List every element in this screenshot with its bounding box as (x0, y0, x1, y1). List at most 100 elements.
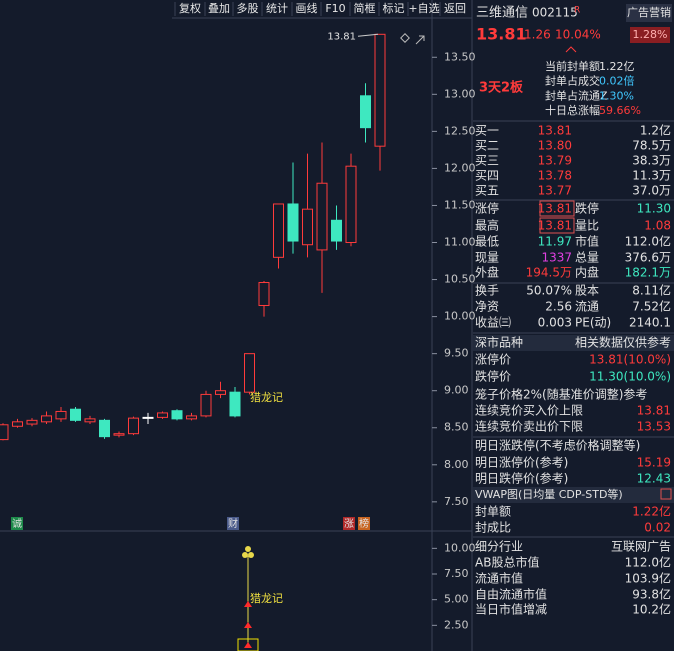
signal-box (237, 638, 259, 651)
stat-value: 8.11亿 (632, 283, 671, 298)
cage-label: 连续竞价卖出价下限 (475, 419, 583, 434)
cage-value: 13.81 (637, 404, 671, 418)
candle-body (142, 416, 154, 419)
industry-value: 103.9亿 (625, 571, 671, 586)
stat-label: 净资 (475, 300, 499, 314)
sector-badge[interactable] (626, 4, 672, 22)
toolbar-button[interactable]: 画线 (296, 1, 318, 15)
industry-label: 当日市值增减 (475, 602, 547, 617)
tomorrow-label: 明日跌停价(参考) (475, 471, 568, 486)
candle-body (99, 419, 110, 438)
toolbar-button[interactable]: 返回 (444, 2, 466, 15)
stat-label: 收益㈢ (475, 316, 511, 330)
up-arrow (244, 601, 252, 607)
candle-body (171, 410, 183, 420)
stat-value: 0.003 (538, 316, 572, 330)
y-tick-label: 13.00 (444, 87, 476, 100)
toolbar-button[interactable]: 简框 (354, 1, 376, 15)
diamond-icon[interactable] (400, 33, 410, 43)
candle-body (200, 393, 212, 417)
y-tick-label: 10.50 (444, 273, 476, 286)
order-volume: 38.3万 (632, 154, 671, 168)
toolbar-button[interactable]: 多股 (237, 1, 259, 15)
last-price: 13.81 (476, 25, 527, 44)
candle-body (157, 412, 168, 418)
dividers (473, 120, 674, 538)
order-price: 13.80 (538, 139, 572, 153)
cage-value: 13.53 (637, 420, 671, 434)
tomorrow-value: 15.19 (637, 456, 671, 470)
event-label[interactable]: 涨 (344, 518, 354, 530)
tomorrow-label: 明日涨停价(参考) (475, 455, 568, 470)
industry-value: 10.2亿 (632, 602, 671, 617)
event-marker[interactable] (11, 517, 23, 530)
expand-icon[interactable] (415, 35, 425, 45)
stat-label: 流通 (575, 300, 599, 314)
order-price: 13.77 (538, 184, 572, 198)
order-label: 买一 (475, 124, 499, 138)
high-label: 13.81 (327, 31, 356, 42)
y-tick-label: 12.50 (444, 124, 476, 137)
event-marker[interactable] (227, 517, 239, 530)
y-tick-label: 8.00 (444, 458, 469, 471)
signal-label: 猎龙记 (250, 591, 283, 605)
candle-body (258, 282, 270, 306)
stock-flag: R (574, 6, 580, 16)
order-price: 13.79 (538, 154, 572, 168)
vwap-label: 封单额 (475, 505, 511, 519)
industry-value: 互联网广告 (611, 540, 671, 554)
toolbar-button[interactable]: +自选 (408, 2, 439, 15)
vwap-value: 0.02 (644, 521, 671, 535)
industry-value: 93.8亿 (632, 587, 671, 602)
event-label[interactable]: 诚 (12, 518, 22, 530)
event-marker[interactable] (358, 517, 370, 530)
stat-value: 13.81 (538, 219, 572, 233)
stat-value: 182.1万 (625, 266, 671, 280)
stat-label: 现量 (475, 251, 499, 265)
y-tick-label: 2.50 (444, 618, 469, 631)
stock-name: 三维通信 (476, 6, 528, 21)
event-marker[interactable] (343, 517, 355, 530)
stat-label: 外盘 (475, 265, 499, 280)
event-label[interactable]: 财 (228, 517, 238, 530)
up-arrow (244, 622, 252, 628)
toolbar-button[interactable]: F10 (325, 2, 345, 15)
candle-body (41, 415, 52, 423)
toolbar-button[interactable]: 复权 (179, 1, 201, 15)
toolbar-button[interactable]: 叠加 (208, 2, 230, 15)
industry-label: AB股总市值 (475, 555, 539, 570)
toolbar-button[interactable]: 统计 (266, 2, 288, 15)
industry-label: 自由流通市值 (475, 587, 547, 602)
y-tick-label: 13.50 (444, 50, 476, 63)
value-box (539, 217, 575, 234)
y-tick-label: 11.00 (444, 236, 476, 249)
stat-value: 11.30 (637, 202, 671, 216)
price-change-percent: 10.04% (555, 28, 601, 42)
stat-label: PE(动) (575, 316, 611, 330)
section-header: 深市品种 (475, 335, 523, 350)
y-tick-label: 10.00 (444, 541, 476, 554)
stat-label: 市值 (575, 234, 599, 249)
stat-label: 量比 (575, 219, 599, 233)
toolbar-button[interactable]: 标记 (383, 1, 405, 15)
event-label[interactable]: 榜 (359, 517, 369, 530)
section-header: VWAP图(日均量 CDP-STD等) (475, 487, 623, 501)
stat-value: 112.0亿 (625, 234, 671, 249)
sector-name[interactable]: 广告营销 (627, 5, 671, 19)
seal-value: 1.22亿 (599, 60, 635, 73)
stat-label: 内盘 (575, 265, 599, 280)
signal-icon (245, 546, 251, 552)
sector-change-box (630, 27, 670, 43)
seal-value: 1.30% (599, 89, 634, 102)
vwap-label: 封成比 (475, 521, 511, 535)
candle-body (26, 419, 38, 425)
stock-code: 002115 (532, 6, 578, 20)
expand-arrow[interactable] (565, 46, 577, 53)
vwap-icon[interactable] (660, 488, 672, 500)
stat-value: 11.97 (538, 235, 572, 249)
candle-body (229, 391, 241, 417)
limit-value: 11.30(10.0%) (589, 370, 671, 384)
stat-value: 376.6万 (625, 251, 671, 265)
limit-label: 跌停价 (475, 369, 511, 384)
